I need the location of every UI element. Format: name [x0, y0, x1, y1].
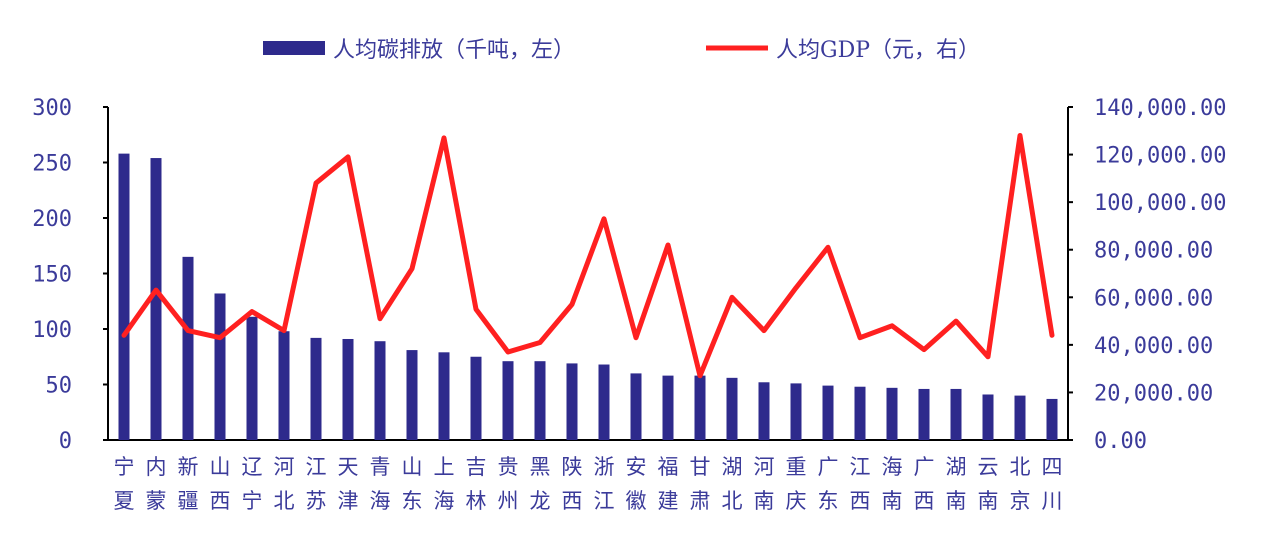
bar	[502, 361, 514, 440]
category-label: 江西	[850, 455, 871, 513]
bar-series	[118, 153, 1058, 440]
bar	[758, 382, 770, 440]
bar	[278, 331, 290, 440]
bar	[886, 387, 898, 440]
bar	[918, 388, 930, 440]
category-label: 青海	[370, 455, 391, 513]
right-tick-label: 0.00	[1094, 429, 1147, 454]
bar	[534, 361, 546, 440]
left-tick-label: 50	[46, 374, 73, 399]
bar	[310, 337, 322, 440]
legend-bar-label: 人均碳排放（千吨，左）	[333, 38, 575, 63]
bar	[982, 394, 994, 440]
category-label: 贵州	[498, 455, 519, 513]
category-label: 陕西	[562, 455, 583, 513]
bar	[246, 316, 258, 440]
category-label: 海南	[882, 455, 903, 513]
right-tick-label: 60,000.00	[1094, 286, 1213, 311]
bar	[854, 386, 866, 440]
bar	[182, 256, 194, 440]
bar	[790, 383, 802, 440]
bar	[1046, 398, 1058, 440]
category-label: 北京	[1010, 455, 1031, 513]
right-tick-label: 120,000.00	[1094, 144, 1226, 169]
right-tick-label: 20,000.00	[1094, 381, 1213, 406]
category-label: 甘肃	[690, 455, 711, 513]
legend: 人均碳排放（千吨，左） 人均GDP（元，右）	[263, 38, 980, 63]
gdp-line	[121, 133, 1055, 379]
category-label: 黑龙	[530, 455, 551, 513]
left-tick-label: 200	[32, 207, 72, 232]
bar	[470, 356, 482, 440]
bar	[406, 350, 418, 440]
bar	[1014, 395, 1026, 440]
bar	[726, 377, 738, 440]
category-label: 广西	[914, 455, 935, 513]
line-series	[121, 133, 1055, 379]
left-tick-label: 250	[32, 152, 72, 177]
category-label: 湖北	[722, 455, 743, 513]
category-label: 福建	[658, 455, 679, 513]
bar	[662, 375, 674, 440]
right-axis-ticks: 0.00 20,000.00 40,000.00 60,000.00 80,000.00…	[1068, 96, 1226, 454]
bar	[214, 293, 226, 440]
bar	[630, 373, 642, 440]
bar	[694, 375, 706, 440]
bar	[822, 385, 834, 440]
left-axis-ticks: 0 50 100 150 200 250 300	[32, 96, 108, 454]
category-label: 湖南	[946, 455, 967, 513]
category-label: 安徽	[626, 455, 647, 513]
category-label: 云南	[978, 455, 999, 513]
category-label: 宁夏	[114, 455, 135, 513]
right-tick-label: 80,000.00	[1094, 239, 1213, 264]
category-label: 四川	[1042, 455, 1063, 513]
bar	[566, 363, 578, 440]
bar	[342, 338, 354, 440]
bar	[150, 158, 162, 440]
category-label: 上海	[434, 455, 455, 513]
right-tick-label: 100,000.00	[1094, 191, 1226, 216]
category-label: 重庆	[786, 455, 807, 513]
category-label: 浙江	[594, 455, 615, 513]
category-label: 山西	[210, 455, 231, 513]
category-labels: 宁夏内蒙新疆山西辽宁河北江苏天津青海山东上海吉林贵州黑龙陕西浙江安徽福建甘肃湖北…	[114, 455, 1063, 513]
right-tick-label: 140,000.00	[1094, 96, 1226, 121]
legend-bar-swatch	[263, 41, 325, 55]
category-label: 河北	[274, 455, 295, 513]
category-label: 辽宁	[242, 455, 263, 513]
category-label: 山东	[402, 455, 423, 513]
left-tick-label: 0	[59, 429, 72, 454]
right-tick-label: 40,000.00	[1094, 334, 1213, 359]
category-label: 内蒙	[146, 455, 167, 513]
category-label: 广东	[818, 455, 839, 513]
bar	[438, 352, 450, 440]
category-label: 河南	[754, 455, 775, 513]
bar	[950, 388, 962, 440]
category-label: 新疆	[178, 455, 199, 513]
left-tick-label: 100	[32, 318, 72, 343]
bar	[598, 364, 610, 440]
bar	[118, 153, 130, 440]
left-tick-label: 300	[32, 96, 72, 121]
category-label: 江苏	[306, 455, 327, 513]
left-tick-label: 150	[32, 263, 72, 288]
category-label: 吉林	[466, 455, 487, 513]
bar	[374, 341, 386, 440]
legend-line-label: 人均GDP（元，右）	[776, 38, 980, 63]
category-label: 天津	[338, 455, 359, 513]
